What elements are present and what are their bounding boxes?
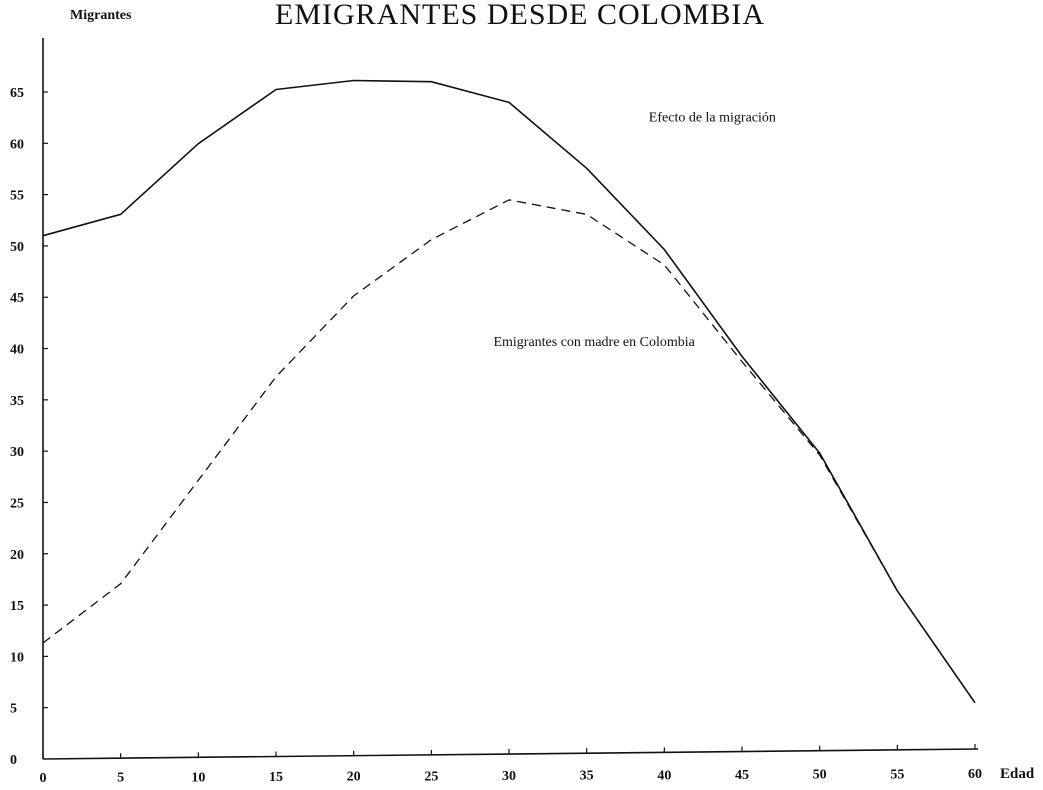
- x-axis-label: Edad: [1000, 766, 1035, 782]
- series-layer: [42, 79, 976, 704]
- series-annotation: Emigrantes con madre en Colombia: [493, 335, 695, 350]
- series-annotation: Efecto de la migración: [649, 110, 776, 125]
- y-tick-label: 10: [10, 650, 24, 665]
- series-line-dashed: [42, 199, 976, 704]
- y-axis-ticks: 0 5 10 15 20 25 30 35 40 45 50 55 60 65: [10, 86, 48, 768]
- y-tick-label: 40: [10, 343, 24, 358]
- x-tick-label: 10: [191, 770, 205, 785]
- x-tick-label: 15: [269, 770, 283, 785]
- x-tick-label: 40: [657, 768, 671, 783]
- x-axis-line: [42, 748, 979, 760]
- series-line-solid: [42, 79, 976, 704]
- y-tick-label: 15: [10, 599, 24, 614]
- y-axis-label: Migrantes: [70, 8, 132, 23]
- x-tick-label: 35: [580, 769, 594, 784]
- y-tick-label: 60: [10, 137, 24, 152]
- x-tick-label: 20: [347, 770, 361, 785]
- x-tick-label: 60: [968, 767, 982, 782]
- y-tick-label: 45: [10, 291, 24, 306]
- y-tick-label: 5: [10, 702, 17, 717]
- y-tick-label: 35: [10, 394, 24, 409]
- y-tick-label: 50: [10, 240, 24, 255]
- chart-title: EMIGRANTES DESDE COLOMBIA: [275, 0, 765, 31]
- x-tick-label: 30: [502, 769, 516, 784]
- y-tick-label: 0: [10, 753, 17, 768]
- x-tick-label: 5: [117, 771, 124, 786]
- y-tick-label: 30: [10, 445, 24, 460]
- x-tick-label: 45: [735, 768, 749, 783]
- x-tick-label: 50: [813, 768, 827, 783]
- y-tick-label: 25: [10, 496, 24, 511]
- x-axis-ticks: 0 5 10 15 20 25 30 35 40 45 50 55 60: [40, 744, 982, 786]
- annotation-layer: Efecto de la migración Emigrantes con mad…: [493, 110, 775, 349]
- y-tick-label: 55: [10, 189, 24, 204]
- x-tick-label: 55: [890, 767, 904, 782]
- x-tick-label: 25: [424, 769, 438, 784]
- x-tick-label: 0: [40, 771, 47, 786]
- y-tick-label: 65: [10, 86, 24, 101]
- y-tick-label: 20: [10, 548, 24, 563]
